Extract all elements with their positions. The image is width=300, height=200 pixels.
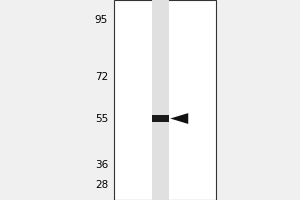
Text: 72: 72 [95, 72, 108, 82]
Polygon shape [170, 113, 188, 124]
Text: 95: 95 [95, 15, 108, 25]
Bar [114, 0, 216, 200]
Bar [152, 115, 169, 122]
Bar [152, 0, 169, 200]
Text: 28: 28 [95, 180, 108, 190]
Text: 55: 55 [95, 114, 108, 124]
Text: 36: 36 [95, 160, 108, 170]
